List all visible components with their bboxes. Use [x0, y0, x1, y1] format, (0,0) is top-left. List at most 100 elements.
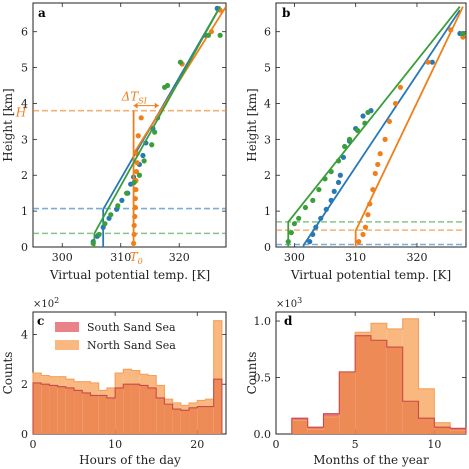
data-point-green	[205, 32, 212, 38]
hist-bar-overlap	[339, 371, 356, 434]
data-point-green	[328, 169, 334, 175]
legend-label-south: South Sand Sea	[87, 321, 176, 334]
data-point-green	[362, 120, 368, 126]
panel-b-ytick-label: 1	[264, 205, 271, 218]
hist-bar-excess	[386, 328, 403, 348]
hist-bar-excess	[131, 370, 140, 385]
panel-d-xtick-label: 10	[427, 438, 441, 451]
panel-c-ytick-label: 4	[21, 328, 28, 341]
legend-swatch-south	[55, 322, 79, 332]
panel-b-ytick-label: 6	[264, 26, 271, 39]
data-point-green	[141, 158, 147, 164]
panel-c-ylabel: Counts	[1, 352, 15, 395]
legend-label-north: North Sand Sea	[87, 339, 176, 352]
data-point-orange	[131, 222, 137, 229]
data-point-orange	[356, 239, 362, 245]
data-point-orange	[392, 100, 399, 107]
hist-bar-overlap	[57, 386, 66, 434]
hist-outline-south	[32, 378, 223, 434]
hist-bar-overlap	[418, 418, 435, 434]
fit-line-blue	[302, 9, 461, 247]
data-point-green	[217, 32, 223, 38]
data-point-orange	[360, 231, 366, 238]
panel-d-ytick-label: 0.5	[254, 372, 272, 385]
data-point-green	[322, 176, 328, 182]
data-point-orange	[375, 161, 381, 168]
hist-bar-overlap	[307, 429, 324, 434]
hist-bar-excess	[164, 399, 173, 405]
panel-a-ytick-label: 6	[21, 26, 28, 39]
data-point-orange	[386, 118, 392, 125]
hist-bar-overlap	[74, 390, 83, 434]
hist-bar-excess	[434, 422, 451, 428]
data-point-orange	[372, 170, 378, 177]
data-point-green	[288, 230, 294, 236]
data-point-green	[342, 143, 348, 150]
panel-b-plot-area	[276, 6, 466, 247]
data-point-green	[354, 127, 361, 133]
panel-a-xtick-label: 320	[169, 251, 190, 264]
hist-bar-overlap	[164, 404, 173, 434]
panel-c-xtick-label: 0	[30, 438, 37, 451]
panel-a-ytick-label: 1	[21, 205, 28, 218]
panel-d-multiplier: ×103	[276, 296, 302, 310]
data-point-orange	[367, 201, 373, 207]
annotation-H: H	[15, 106, 27, 120]
data-point-green	[136, 172, 143, 178]
panel-a-frame	[32, 2, 227, 248]
panel-b-xtick-label: 320	[406, 251, 427, 264]
data-point-blue	[119, 197, 125, 203]
hist-bar-excess	[139, 374, 148, 386]
panel-b: b Virtual potential temp. [K] Height [km…	[245, 2, 467, 282]
hist-bar-overlap	[49, 385, 58, 434]
panel-c: c ×102 Hours of the day Counts 0 10 20 0 2 4 S…	[1, 296, 227, 467]
hist-bar-excess	[307, 427, 324, 430]
data-point-blue	[360, 113, 366, 119]
data-point-orange	[425, 59, 431, 65]
hist-bar-overlap	[41, 384, 50, 434]
data-point-green	[310, 197, 316, 203]
hist-bar-overlap	[189, 407, 198, 434]
hist-bar-overlap	[205, 406, 214, 434]
hist-bar-excess	[106, 387, 116, 398]
annotation-T0: T0	[130, 250, 143, 266]
data-point-blue	[307, 239, 313, 245]
data-point-green	[152, 129, 158, 135]
hist-bar-overlap	[371, 340, 387, 434]
hist-bar-excess	[402, 318, 419, 402]
panel-c-ytick-label: 2	[21, 378, 28, 391]
data-point-blue	[331, 188, 337, 194]
hist-bar-overlap	[139, 385, 148, 434]
data-point-green	[90, 240, 96, 247]
data-point-orange	[448, 27, 454, 33]
data-point-orange	[362, 224, 369, 230]
hist-bar-excess	[98, 390, 107, 396]
data-point-blue	[328, 197, 334, 203]
panel-a-plot-area	[33, 5, 226, 247]
data-point-green	[131, 179, 137, 186]
panel-d-ytick-label: 0.0	[254, 428, 272, 441]
data-point-orange	[132, 213, 138, 220]
hist-bar-overlap	[197, 406, 206, 434]
fit-line-green	[287, 6, 461, 247]
data-point-orange	[365, 212, 371, 218]
delta-arrow-left	[133, 102, 138, 109]
data-point-green	[296, 215, 302, 221]
data-point-orange	[132, 204, 138, 211]
data-point-green	[177, 59, 183, 65]
data-point-orange	[132, 195, 138, 202]
hist-bar-excess	[90, 382, 99, 396]
panel-a-xtick-label: 310	[110, 251, 131, 264]
panel-a-ylabel: Height [km]	[1, 88, 15, 161]
hist-bar-overlap	[180, 410, 190, 434]
hist-bar-excess	[172, 402, 181, 410]
hist-bar-overlap	[450, 430, 466, 434]
hist-bar-excess	[41, 375, 50, 385]
panel-d-ytick-label: 1.0	[254, 315, 272, 328]
panel-a-xtick-label: 300	[52, 251, 73, 264]
panel-a: a Virtual potential temp. [K] Height [km…	[1, 2, 227, 282]
data-point-orange	[382, 136, 388, 142]
panel-b-ytick-label: 4	[264, 97, 271, 110]
panel-a-letter: a	[38, 6, 46, 20]
data-point-green	[316, 186, 322, 193]
